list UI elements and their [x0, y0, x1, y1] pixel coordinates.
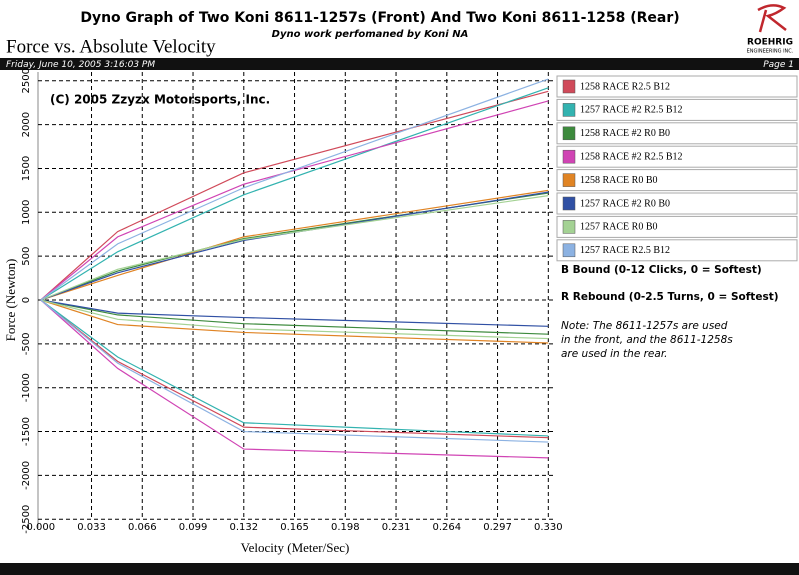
y-tick-label: 1500	[21, 156, 32, 181]
legend-note: R Rebound (0-2.5 Turns, 0 = Softest)	[561, 291, 779, 303]
legend-swatch	[562, 243, 576, 258]
header-page: Page 1	[763, 60, 794, 70]
logo-mark	[757, 4, 787, 33]
legend-swatch	[562, 79, 576, 94]
legend-swatch	[562, 220, 576, 234]
x-tick-label: 0.198	[331, 522, 360, 533]
legend-swatch	[562, 149, 576, 164]
footer-bar	[0, 563, 799, 575]
y-tick-label: 1000	[21, 200, 32, 225]
legend-label: 1258 RACE #2 R2.5 B12	[580, 151, 683, 162]
legend-swatch	[562, 196, 576, 211]
header-bar	[0, 58, 799, 70]
x-tick-label: 0.132	[229, 522, 258, 533]
legend-box	[556, 145, 798, 168]
y-tick-label: 500	[21, 247, 32, 266]
annotation: (C) 2005 Zzyzx Motorsports, Inc.	[50, 93, 270, 107]
series-line	[40, 100, 549, 301]
note-line: in the front, and the 8611-1258s	[561, 334, 733, 346]
y-tick-label: -1000	[21, 373, 32, 402]
legend-box	[556, 239, 798, 262]
x-tick-label: 0.066	[128, 522, 157, 533]
series-line	[40, 299, 549, 327]
y-tick-label: -2500	[21, 505, 32, 534]
series-line	[40, 299, 549, 344]
y-tick-label: -500	[21, 332, 32, 355]
series-line	[40, 299, 549, 340]
legend-swatch	[562, 103, 576, 117]
legend-label: 1258 RACE #2 R0 B0	[580, 128, 670, 139]
series-line	[40, 195, 549, 301]
legend-label: 1258 RACE R2.5 B12	[580, 81, 670, 92]
series-line	[40, 299, 549, 439]
x-tick-label: 0.033	[77, 522, 106, 533]
x-tick-label: 0.000	[26, 522, 55, 533]
legend-label: 1258 RACE R0 B0	[580, 175, 658, 186]
logo-name: ROEHRIG	[747, 38, 793, 48]
legend-box	[556, 215, 798, 238]
x-tick-label: 0.297	[483, 522, 512, 533]
x-tick-label: 0.264	[432, 522, 461, 533]
legend-label: 1257 RACE #2 R2.5 B12	[580, 105, 683, 116]
legend-swatch	[562, 173, 576, 187]
x-tick-label: 0.099	[179, 522, 208, 533]
legend-box	[556, 192, 798, 215]
note-line: Note: The 8611-1257s are used	[561, 320, 728, 332]
heading: Force vs. Absolute Velocity	[6, 36, 216, 57]
x-tick-label: 0.165	[280, 522, 309, 533]
series-line	[40, 87, 549, 301]
legend-box	[556, 122, 798, 145]
note-line: are used in the rear.	[561, 348, 668, 360]
y-tick-label: 0	[21, 297, 32, 303]
header-date: Friday, June 10, 2005 3:16:03 PM	[6, 60, 155, 70]
series-line	[40, 299, 549, 459]
y-tick-label: -1500	[21, 417, 32, 446]
y-tick-label: 2500	[21, 68, 32, 93]
legend-label: 1257 RACE R0 B0	[580, 222, 658, 233]
series-line	[40, 299, 549, 335]
legend-label: 1257 RACE #2 R0 B0	[580, 198, 670, 209]
legend-label: 1257 RACE R2.5 B12	[580, 245, 670, 256]
legend-box	[556, 75, 798, 98]
y-tick-label: -2000	[21, 461, 32, 490]
x-tick-label: 0.231	[382, 522, 411, 533]
legend-box	[556, 98, 798, 121]
series-line	[40, 191, 549, 301]
series-line	[40, 299, 549, 443]
y-axis-label: Force (Newton)	[3, 259, 18, 342]
series-line	[40, 90, 549, 301]
chart-subtitle: Dyno work perfomaned by Koni NA	[272, 29, 469, 40]
legend-note: B Bound (0-12 Clicks, 0 = Softest)	[561, 264, 762, 276]
x-axis-label: Velocity (Meter/Sec)	[241, 540, 350, 555]
chart-title: Dyno Graph of Two Koni 8611-1257s (Front…	[80, 10, 679, 26]
legend-swatch	[562, 126, 576, 141]
logo-tagline: ENGINEERING INC.	[747, 49, 794, 55]
series-line	[40, 299, 549, 437]
legend-box	[556, 169, 798, 192]
y-tick-label: 2000	[21, 112, 32, 137]
series-line	[40, 78, 549, 301]
x-tick-label: 0.330	[534, 522, 563, 533]
